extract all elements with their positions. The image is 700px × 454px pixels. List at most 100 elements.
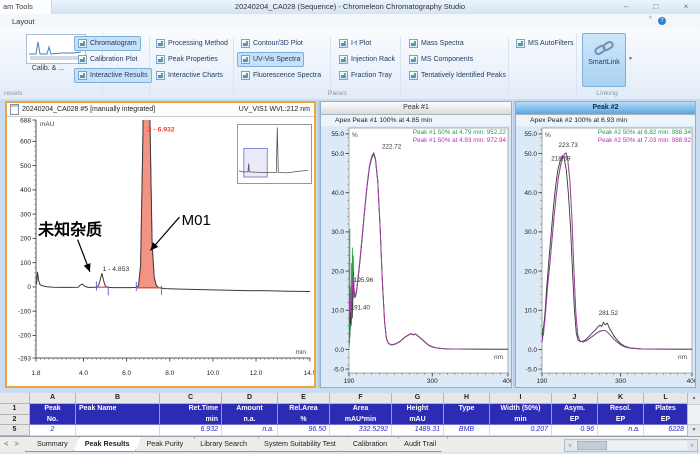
ribbon-item-ms-components[interactable]: MS Components <box>405 52 477 67</box>
peak2-pane-title[interactable]: Peak #2 <box>516 102 695 115</box>
overview-inset[interactable] <box>237 124 312 184</box>
header-cell[interactable]: Peak <box>30 404 76 415</box>
close-icon[interactable]: × <box>680 0 692 13</box>
data-cell[interactable]: BMB <box>444 425 490 436</box>
ribbon-item-processing-method[interactable]: Processing Method <box>152 36 232 51</box>
restore-icon[interactable]: □ <box>650 0 662 13</box>
ribbon-item-interactive-results[interactable]: Interactive Results <box>74 68 152 83</box>
header-cell[interactable]: Width (50%) <box>490 404 552 415</box>
peak2-pane[interactable]: Peak #2 Apex Peak #2 100% at 6.93 min 55… <box>515 101 696 388</box>
ribbon-item-calibration-plot[interactable]: Calibration Plot <box>74 52 141 67</box>
hscroll-thumb[interactable] <box>577 441 607 450</box>
peak1-pane[interactable]: Peak #1 Apex Peak #1 100% at 4.85 min 55… <box>320 101 512 388</box>
ribbon-item-i-t-plot[interactable]: I-t Plot <box>335 36 375 51</box>
header-cell[interactable]: Amount <box>222 404 278 415</box>
scroll-down-icon[interactable]: ▼ <box>688 424 700 436</box>
scroll-left-icon[interactable]: < <box>565 443 575 449</box>
row-number[interactable]: 5 <box>0 425 30 436</box>
smartlink-button[interactable]: SmartLink <box>582 33 626 87</box>
peak2-spectrum-plot[interactable]: 55.050.040.030.020.010.00.0-5.0190300400… <box>516 126 695 386</box>
help-icon[interactable]: ? <box>658 17 666 25</box>
column-letter[interactable]: C <box>160 393 222 404</box>
ribbon-item-interactive-charts[interactable]: Interactive Charts <box>152 68 227 83</box>
header-cell[interactable]: Resol. <box>598 404 644 415</box>
tab-next-icon[interactable]: > <box>14 439 24 448</box>
ribbon-item-peak-properties[interactable]: Peak Properties <box>152 52 222 67</box>
header-cell[interactable]: Plates <box>644 404 688 415</box>
header-cell[interactable]: Rel.Area <box>278 404 330 415</box>
sheet-tab-peak-purity[interactable]: Peak Purity <box>135 437 196 452</box>
column-letter[interactable]: G <box>392 393 444 404</box>
header-unit-cell[interactable] <box>76 415 160 425</box>
ribbon-item-fluorescence-spectra[interactable]: Fluorescence Spectra <box>237 68 325 83</box>
ribbon-item-chromatogram[interactable]: Chromatogram <box>74 36 141 51</box>
table-horizontal-scrollbar[interactable]: < > <box>564 439 698 452</box>
header-unit-cell[interactable]: mAU <box>392 415 444 425</box>
header-cell[interactable]: Peak Name <box>76 404 160 415</box>
table-vertical-scrollbar[interactable]: ▲ ▼ <box>687 393 700 436</box>
column-letter[interactable]: H <box>444 393 490 404</box>
header-unit-cell[interactable]: EP <box>644 415 688 425</box>
sheet-tab-summary[interactable]: Summary <box>25 437 80 452</box>
peak1-spectrum-plot[interactable]: 55.050.040.030.020.010.00.0-5.0190300400… <box>321 126 511 386</box>
header-unit-cell[interactable]: mAU*min <box>330 415 392 425</box>
data-cell[interactable]: 0.96 <box>552 425 598 436</box>
row-number[interactable]: 1 <box>0 404 30 415</box>
data-cell[interactable] <box>76 425 160 436</box>
header-unit-cell[interactable]: % <box>278 415 330 425</box>
header-unit-cell[interactable] <box>444 415 490 425</box>
data-cell[interactable]: n.a. <box>598 425 644 436</box>
ribbon-item-fraction-tray[interactable]: Fraction Tray <box>335 68 396 83</box>
chromatogram-plot[interactable]: 6886005004003002001000-100-200-2931.84.0… <box>7 117 314 387</box>
app-menu-tab[interactable]: am Tools <box>0 0 52 14</box>
column-letter[interactable]: D <box>222 393 278 404</box>
scroll-right-icon[interactable]: > <box>687 443 697 449</box>
header-cell[interactable]: Area <box>330 404 392 415</box>
column-letter[interactable]: L <box>644 393 688 404</box>
ribbon-item-injection-rack[interactable]: Injection Rack <box>335 52 399 67</box>
data-cell[interactable]: 0.207 <box>490 425 552 436</box>
ribbon-item-contour-3d-plot[interactable]: Contour/3D Plot <box>237 36 307 51</box>
peak1-pane-title[interactable]: Peak #1 <box>321 102 511 115</box>
header-unit-cell[interactable]: No. <box>30 415 76 425</box>
data-cell[interactable]: 2 <box>30 425 76 436</box>
chromatogram-pane[interactable]: 20240204_CA028 #5 [manually integrated] … <box>5 101 316 388</box>
ribbon-item-ms-autofilters[interactable]: MS AutoFilters <box>512 36 578 51</box>
ribbon-collapse-icon[interactable]: ^ <box>649 16 652 23</box>
smartlink-dropdown-icon[interactable]: ▼ <box>626 53 635 65</box>
header-unit-cell[interactable]: min <box>160 415 222 425</box>
column-letter[interactable]: B <box>76 393 160 404</box>
sheet-tab-library-search[interactable]: Library Search <box>188 437 259 452</box>
header-cell[interactable]: Asym. <box>552 404 598 415</box>
sheet-tab-calibration[interactable]: Calibration <box>341 437 399 452</box>
row-number[interactable]: 2 <box>0 415 30 425</box>
column-letter[interactable]: F <box>330 393 392 404</box>
column-letter[interactable]: E <box>278 393 330 404</box>
column-letter[interactable]: I <box>490 393 552 404</box>
column-letter[interactable]: K <box>598 393 644 404</box>
sheet-tab-system-suitability-test[interactable]: System Suitability Test <box>252 437 348 452</box>
hscroll-track[interactable] <box>575 441 687 450</box>
header-cell[interactable]: Type <box>444 404 490 415</box>
sheet-tab-audit-trail[interactable]: Audit Trail <box>392 437 448 452</box>
header-cell[interactable]: Ret.Time <box>160 404 222 415</box>
scroll-up-icon[interactable]: ▲ <box>688 393 700 405</box>
column-letter[interactable]: A <box>30 393 76 404</box>
data-cell[interactable]: 6228 <box>644 425 688 436</box>
tab-prev-icon[interactable]: < <box>4 439 14 448</box>
header-unit-cell[interactable]: min <box>490 415 552 425</box>
header-cell[interactable]: Height <box>392 404 444 415</box>
ribbon-item-tentatively-identified-peaks[interactable]: Tentatively Identified Peaks <box>405 68 510 83</box>
header-unit-cell[interactable]: EP <box>552 415 598 425</box>
data-cell[interactable]: 332.5292 <box>330 425 392 436</box>
ribbon-item-mass-spectra[interactable]: Mass Spectra <box>405 36 468 51</box>
minimize-icon[interactable]: – <box>620 0 632 13</box>
header-unit-cell[interactable]: EP <box>598 415 644 425</box>
data-cell[interactable]: 6.932 <box>160 425 222 436</box>
tab-layout[interactable]: Layout <box>8 15 39 28</box>
column-letter[interactable]: J <box>552 393 598 404</box>
data-cell[interactable]: 1489.31 <box>392 425 444 436</box>
header-unit-cell[interactable]: n.a. <box>222 415 278 425</box>
sheet-tab-peak-results[interactable]: Peak Results <box>73 437 142 452</box>
data-cell[interactable]: n.a. <box>222 425 278 436</box>
